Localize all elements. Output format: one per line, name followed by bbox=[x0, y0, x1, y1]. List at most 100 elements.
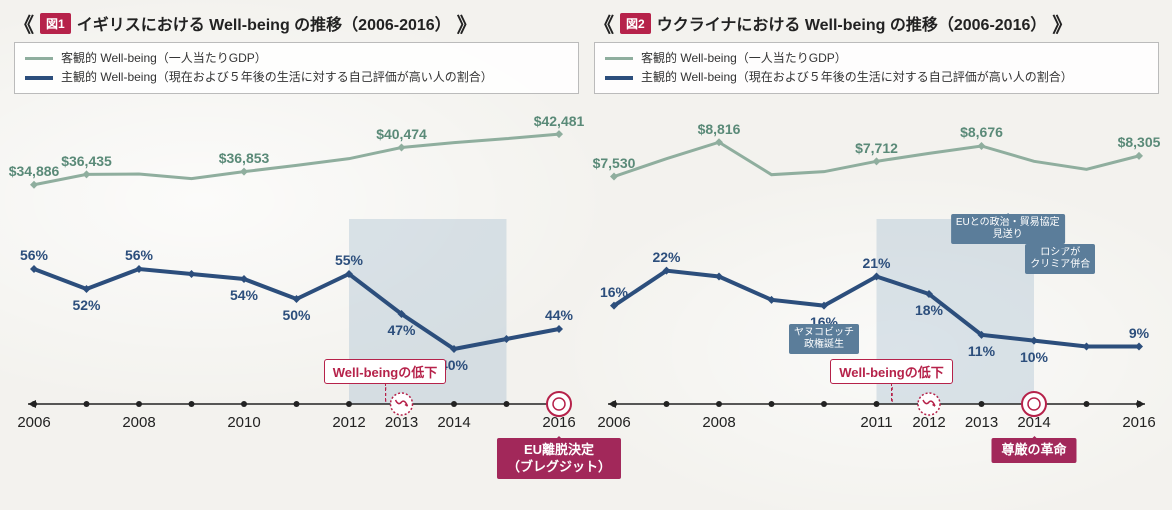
value-label-objective: $7,712 bbox=[855, 140, 898, 156]
legend-row-subjective: 主観的 Well-being（現在および５年後の生活に対する自己評価が高い人の割… bbox=[605, 68, 1148, 87]
axis-tick-dot bbox=[136, 401, 142, 407]
axis-year-label: 2011 bbox=[860, 414, 892, 468]
value-label-objective: $36,853 bbox=[219, 150, 270, 166]
figure-badge: 図1 bbox=[40, 13, 71, 34]
chart-title-row: 《図2ウクライナにおける Well-being の推移（2006-2016）》 bbox=[594, 10, 1159, 36]
value-label-subjective: 22% bbox=[652, 249, 680, 265]
value-label-subjective: 10% bbox=[1020, 349, 1048, 365]
value-label-objective: $42,481 bbox=[534, 113, 585, 129]
axis-tick-dot bbox=[1084, 401, 1090, 407]
series-objective bbox=[34, 135, 559, 186]
value-label-subjective: 16% bbox=[810, 314, 838, 330]
axis-year-label: 2008 bbox=[702, 414, 735, 468]
axis-tick-dot bbox=[664, 401, 670, 407]
event-label: 尊厳の革命 bbox=[991, 438, 1076, 462]
chart-area: $7,530$8,816$7,712$8,676$8,30516%22%16%2… bbox=[594, 104, 1154, 464]
legend-swatch-objective bbox=[25, 57, 53, 60]
chart-title: ウクライナにおける Well-being の推移（2006-2016） bbox=[657, 11, 1047, 35]
value-label-subjective: 55% bbox=[335, 252, 363, 268]
chart-svg bbox=[594, 104, 1154, 464]
axis-tick-dot bbox=[979, 401, 985, 407]
legend-label-subjective: 主観的 Well-being（現在および５年後の生活に対する自己評価が高い人の割… bbox=[641, 68, 1073, 87]
value-label-subjective: 21% bbox=[862, 255, 890, 271]
axis-tick-dot bbox=[769, 401, 775, 407]
axis-tick-dot bbox=[346, 401, 352, 407]
axis-tick-dot bbox=[874, 401, 880, 407]
legend-swatch-subjective bbox=[605, 76, 633, 80]
chart-title-row: 《図1 イギリスにおける Well-being の推移（2006-2016）》 bbox=[14, 10, 579, 36]
axis-tick-dot bbox=[611, 401, 617, 407]
axis-tick-dot bbox=[294, 401, 300, 407]
marker-objective bbox=[240, 168, 248, 176]
chart-area: $34,886$36,435$36,853$40,474$42,48156%52… bbox=[14, 104, 574, 464]
axis-year-label: 2012 bbox=[912, 414, 945, 468]
value-label-subjective: 56% bbox=[20, 247, 48, 263]
marker-objective bbox=[1135, 152, 1143, 160]
marker-subjective bbox=[188, 270, 196, 278]
axis-year-label: 2008 bbox=[122, 414, 155, 468]
chart-title: イギリスにおける Well-being の推移（2006-2016） bbox=[77, 11, 451, 35]
axis-tick-dot bbox=[821, 401, 827, 407]
marker-subjective bbox=[555, 325, 563, 333]
value-label-subjective: 52% bbox=[72, 297, 100, 313]
axis-tick-dot bbox=[241, 401, 247, 407]
legend-swatch-subjective bbox=[25, 76, 53, 80]
downtrend-icon-circle bbox=[391, 393, 413, 415]
value-label-subjective: 44% bbox=[545, 307, 573, 323]
chart-legend: 客観的 Well-being（一人当たりGDP）主観的 Well-being（現… bbox=[14, 42, 579, 94]
axis-tick-dot bbox=[189, 401, 195, 407]
legend-swatch-objective bbox=[605, 57, 633, 60]
value-label-subjective: 11% bbox=[968, 343, 995, 359]
legend-row-subjective: 主観的 Well-being（現在および５年後の生活に対する自己評価が高い人の割… bbox=[25, 68, 568, 87]
axis-year-label: 2012 bbox=[332, 414, 365, 468]
marker-objective bbox=[610, 173, 618, 181]
legend-row-objective: 客観的 Well-being（一人当たりGDP） bbox=[25, 49, 568, 68]
marker-subjective bbox=[1083, 343, 1091, 351]
marker-objective bbox=[555, 131, 563, 139]
legend-label-subjective: 主観的 Well-being（現在および５年後の生活に対する自己評価が高い人の割… bbox=[61, 68, 493, 87]
downtrend-icon-circle bbox=[918, 393, 940, 415]
value-label-objective: $36,435 bbox=[61, 153, 112, 169]
panel-ukraine: 《図2ウクライナにおける Well-being の推移（2006-2016）》客… bbox=[594, 10, 1159, 500]
value-label-subjective: 50% bbox=[282, 307, 310, 323]
value-label-objective: $8,816 bbox=[698, 121, 741, 137]
value-label-objective: $7,530 bbox=[593, 155, 636, 171]
value-label-subjective: 18% bbox=[915, 302, 943, 318]
axis-year-label: 2013 bbox=[385, 414, 418, 468]
marker-objective bbox=[30, 181, 38, 189]
value-label-subjective: 9% bbox=[1129, 325, 1149, 341]
axis-year-label: 2014 bbox=[437, 414, 470, 468]
value-label-objective: $40,474 bbox=[376, 126, 427, 142]
value-label-subjective: 47% bbox=[387, 322, 415, 338]
legend-label-objective: 客観的 Well-being（一人当たりGDP） bbox=[641, 49, 847, 68]
marker-subjective bbox=[1135, 343, 1143, 351]
brace-open: 《 bbox=[14, 9, 34, 38]
axis-tick-dot bbox=[1136, 401, 1142, 407]
value-label-objective: $8,676 bbox=[960, 124, 1003, 140]
axis-tick-dot bbox=[716, 401, 722, 407]
brace-close: 》 bbox=[457, 9, 477, 38]
axis-tick-dot bbox=[451, 401, 457, 407]
axis-tick-dot bbox=[84, 401, 90, 407]
value-label-subjective: 16% bbox=[600, 284, 628, 300]
axis-tick-dot bbox=[504, 401, 510, 407]
panel-uk: 《図1 イギリスにおける Well-being の推移（2006-2016）》客観… bbox=[14, 10, 579, 500]
axis-year-label: 2006 bbox=[17, 414, 50, 468]
marker-objective bbox=[398, 144, 406, 152]
value-label-subjective: 56% bbox=[125, 247, 153, 263]
value-label-objective: $8,305 bbox=[1118, 134, 1161, 150]
event-axis-circle bbox=[547, 392, 571, 416]
value-label-objective: $34,886 bbox=[9, 163, 60, 179]
chart-legend: 客観的 Well-being（一人当たりGDP）主観的 Well-being（現… bbox=[594, 42, 1159, 94]
marker-objective bbox=[873, 158, 881, 166]
decline-callout: Well-beingの低下 bbox=[324, 359, 446, 384]
brace-close: 》 bbox=[1052, 9, 1072, 38]
decline-callout: Well-beingの低下 bbox=[830, 359, 952, 384]
figure-badge: 図2 bbox=[620, 13, 651, 34]
value-label-subjective: 54% bbox=[230, 287, 258, 303]
axis-year-label: 2016 bbox=[1122, 414, 1155, 468]
marker-objective bbox=[978, 142, 986, 150]
axis-year-label: 2006 bbox=[597, 414, 630, 468]
axis-year-label: 2010 bbox=[227, 414, 260, 468]
marker-objective bbox=[83, 171, 91, 179]
